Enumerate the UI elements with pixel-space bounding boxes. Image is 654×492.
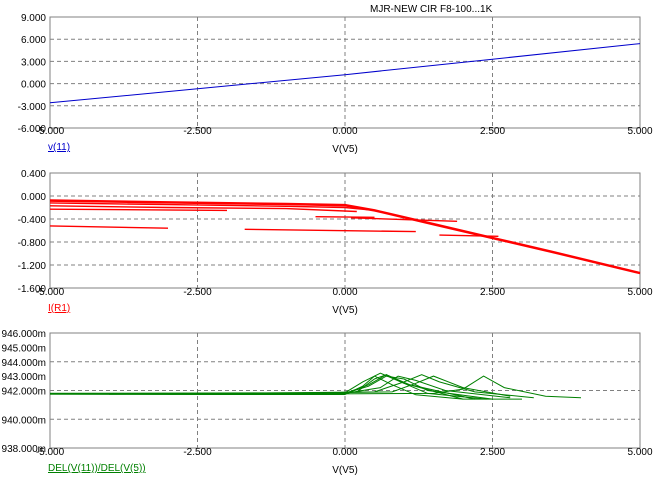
x-tick-label: -5.000	[36, 287, 65, 298]
y-tick-label: 944.000m	[2, 358, 46, 369]
y-tick-label: 942.000m	[2, 387, 46, 398]
y-tick-label: 938.000m	[2, 444, 46, 455]
panel-3: -5.000 -2.500 0.000 2.500 5.000 946.000m 944.0…	[2, 329, 653, 476]
panel-1: -5.000 -2.500 0.000 2.500 5.000 9.000 6.000 3.0…	[18, 13, 653, 155]
y-tick-label: 3.000	[21, 57, 46, 68]
series-line	[108, 375, 493, 400]
series-line	[226, 375, 511, 397]
x-tick-label: 2.500	[480, 287, 505, 298]
panel-2: -5.000 -2.500 0.000 2.500 5.000 0.400 0.000 -0.…	[18, 169, 653, 316]
series-line	[244, 228, 416, 233]
x-tick-label: -5.000	[36, 447, 65, 458]
x-tick-label: 0.000	[332, 126, 357, 137]
y-tick-label: -1.200	[18, 261, 47, 272]
series-line	[49, 208, 228, 212]
y-tick-label: -0.400	[18, 215, 47, 226]
x-tick-label: 2.500	[480, 447, 505, 458]
y-tick-label: -1.600	[18, 284, 47, 295]
y-tick-label: 0.000	[21, 192, 46, 203]
y-tick-label: 9.000	[21, 13, 46, 24]
x-tick-label: 2.500	[480, 126, 505, 137]
series-line	[49, 202, 369, 211]
x-tick-label: 5.000	[627, 287, 652, 298]
y-tick-label: 940.000m	[2, 415, 46, 426]
x-axis-label: V(V5)	[332, 465, 358, 476]
x-tick-label: 5.000	[627, 126, 652, 137]
series-line	[49, 205, 357, 213]
x-tick-label: -5.000	[36, 126, 65, 137]
y-tick-label: 946.000m	[2, 329, 46, 340]
y-tick-label: -0.800	[18, 238, 47, 249]
series-line	[49, 225, 169, 229]
window-title: MJR-NEW CIR F8-100...1K	[370, 4, 493, 15]
x-tick-label: 5.000	[627, 447, 652, 458]
x-tick-label: -2.500	[183, 287, 212, 298]
plot-frame	[49, 172, 641, 289]
x-tick-label: 0.000	[332, 447, 357, 458]
trace-label: v(11)	[48, 142, 70, 153]
trace-label: DEL(V(11))/DEL(V(5))	[48, 463, 146, 474]
y-tick-label: 0.400	[21, 169, 46, 180]
series-line	[49, 200, 641, 275]
plot-frame	[49, 16, 641, 129]
panels: -5.000 -2.500 0.000 2.500 5.000 9.000 6.000 3.0…	[2, 13, 653, 476]
series-line	[350, 217, 458, 222]
series-line	[315, 216, 375, 218]
y-tick-label: -3.000	[18, 102, 47, 113]
trace-label: I(R1)	[48, 303, 70, 314]
plot-frame	[49, 332, 641, 449]
series-line	[439, 234, 499, 237]
series-line	[285, 375, 582, 399]
x-axis-label: V(V5)	[332, 305, 358, 316]
series-line	[49, 43, 641, 104]
y-tick-label: 0.000	[21, 80, 46, 91]
x-tick-label: -2.500	[183, 447, 212, 458]
x-tick-label: -2.500	[183, 126, 212, 137]
series-line	[50, 374, 475, 400]
x-axis-label: V(V5)	[332, 144, 358, 155]
y-tick-label: -6.000	[18, 124, 47, 135]
y-tick-label: 6.000	[21, 35, 46, 46]
x-tick-label: 0.000	[332, 287, 357, 298]
y-tick-label: 945.000m	[2, 343, 46, 354]
y-tick-label: 943.000m	[2, 372, 46, 383]
